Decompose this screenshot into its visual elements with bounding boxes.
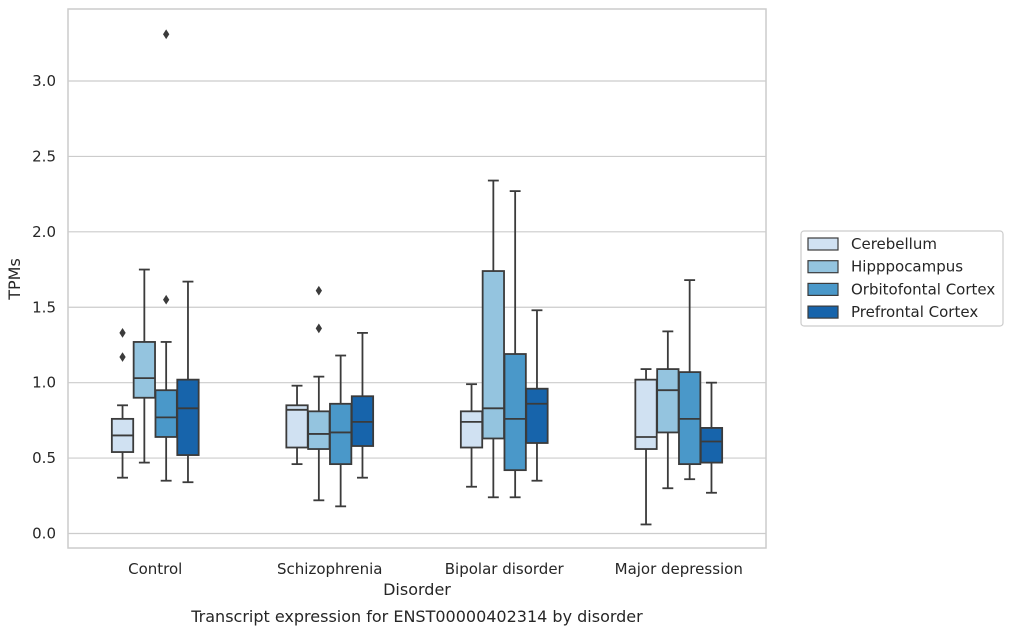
box-iqr bbox=[525, 387, 549, 444]
box-plots bbox=[110, 29, 724, 526]
x-tick-label: Control bbox=[128, 560, 182, 578]
chart-caption: Transcript expression for ENST0000040231… bbox=[190, 607, 643, 626]
box-plot bbox=[525, 309, 549, 482]
box-plot bbox=[459, 383, 484, 488]
box-iqr bbox=[656, 368, 680, 434]
y-tick-label: 3.0 bbox=[32, 72, 56, 90]
box-iqr bbox=[503, 353, 527, 472]
legend-label: Hipppocampus bbox=[851, 258, 963, 276]
outlier-point bbox=[163, 29, 170, 40]
box-plot bbox=[285, 384, 309, 466]
box-iqr bbox=[307, 410, 331, 450]
legend-swatch bbox=[807, 237, 839, 251]
box-plot bbox=[634, 368, 658, 526]
outlier-point bbox=[315, 285, 322, 296]
y-tick-labels: 0.0 0.5 1.0 1.5 2.0 2.5 3.0 bbox=[32, 72, 56, 543]
box-plot bbox=[307, 285, 331, 502]
box-plot bbox=[350, 331, 375, 479]
outlier-point bbox=[119, 352, 126, 362]
legend-swatch bbox=[807, 305, 839, 319]
y-tick-label: 1.0 bbox=[32, 374, 56, 392]
box-iqr bbox=[459, 410, 484, 449]
x-tick-labels: Control Schizophrenia Bipolar disorder Majo… bbox=[128, 560, 743, 578]
y-tick-label: 0.0 bbox=[32, 525, 56, 543]
legend-label: Cerebellum bbox=[851, 235, 937, 253]
box-plot bbox=[176, 280, 200, 484]
legend-label: Orbitofontal Cortex bbox=[851, 280, 995, 298]
gridlines bbox=[68, 80, 766, 535]
box-iqr bbox=[154, 389, 178, 438]
box-plot bbox=[481, 179, 505, 499]
y-tick-label: 2.0 bbox=[32, 223, 56, 241]
legend-swatch bbox=[807, 282, 839, 296]
box-iqr bbox=[285, 404, 309, 449]
outlier-point bbox=[163, 294, 170, 305]
y-tick-label: 0.5 bbox=[32, 449, 56, 467]
box-iqr bbox=[634, 378, 658, 450]
x-axis-title: Disorder bbox=[383, 580, 451, 599]
box-iqr bbox=[481, 270, 505, 440]
box-iqr bbox=[699, 427, 724, 464]
box-plot bbox=[132, 268, 156, 464]
box-plot bbox=[503, 190, 527, 499]
y-tick-label: 1.5 bbox=[32, 298, 56, 316]
box-plot bbox=[154, 29, 178, 482]
y-tick-label: 2.5 bbox=[32, 147, 56, 165]
box-iqr bbox=[176, 378, 200, 456]
outlier-point bbox=[119, 328, 126, 338]
x-tick-label: Major depression bbox=[615, 560, 743, 578]
legend-label: Prefrontal Cortex bbox=[851, 303, 978, 321]
legend: Cerebellum Hipppocampus Orbitofontal Corte… bbox=[800, 230, 1004, 327]
box-plot bbox=[678, 279, 702, 481]
box-plot bbox=[329, 354, 353, 508]
plot-frame bbox=[67, 8, 767, 549]
legend-swatch bbox=[807, 260, 839, 274]
x-tick-label: Bipolar disorder bbox=[445, 560, 565, 578]
box-plot bbox=[699, 381, 724, 494]
outlier-point bbox=[315, 323, 322, 334]
x-tick-label: Schizophrenia bbox=[277, 560, 382, 578]
box-iqr bbox=[329, 402, 353, 466]
y-axis-title: TPMs bbox=[5, 258, 24, 301]
box-plot bbox=[110, 328, 135, 479]
box-iqr bbox=[132, 341, 156, 399]
legend-frame bbox=[800, 230, 1004, 327]
box-plot bbox=[656, 330, 680, 490]
